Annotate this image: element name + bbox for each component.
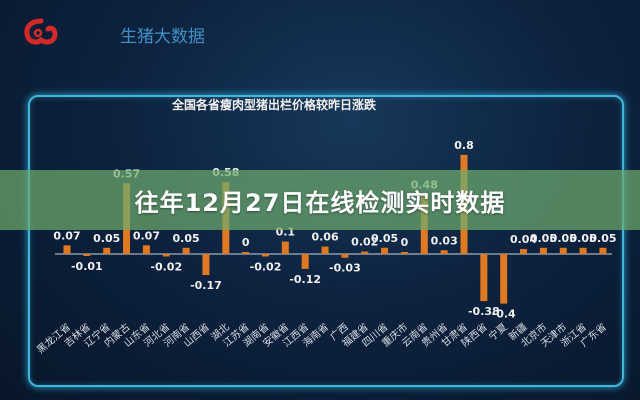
data-label: 0.05 — [589, 232, 616, 245]
data-label: 0.05 — [570, 232, 597, 245]
bar — [480, 254, 488, 302]
data-label: -0.17 — [190, 279, 222, 292]
data-label: 0.07 — [53, 229, 80, 242]
bar — [440, 250, 448, 254]
chart-panel — [28, 95, 624, 387]
bar — [182, 247, 190, 254]
data-label: -0.38 — [468, 305, 500, 318]
bar — [500, 254, 508, 304]
data-label: -0.12 — [289, 273, 321, 286]
bar — [281, 241, 289, 254]
data-label: 0.05 — [550, 232, 577, 245]
bar — [341, 254, 349, 258]
data-label: 0 — [401, 236, 409, 249]
data-label: 0.04 — [510, 233, 537, 246]
data-label: -0.01 — [71, 260, 103, 273]
data-label: 0.03 — [431, 234, 458, 247]
bar — [400, 252, 408, 254]
bar — [539, 247, 547, 254]
data-label: -0.02 — [150, 260, 182, 273]
data-label: -0.02 — [250, 260, 282, 273]
bar — [63, 245, 71, 254]
data-label: 0 — [242, 236, 250, 249]
brand-title: 生猪大数据 — [120, 27, 205, 47]
bar — [162, 254, 170, 257]
bar — [142, 245, 150, 254]
data-label: 0.05 — [173, 232, 200, 245]
bar — [262, 254, 269, 257]
bar — [301, 254, 309, 269]
bar — [520, 249, 528, 254]
bar — [83, 254, 91, 256]
bar — [361, 251, 369, 254]
chart-title: 全国各省瘦肉型猪出栏价格较昨日涨跌 — [172, 98, 377, 112]
data-label: 0.05 — [530, 232, 557, 245]
bar — [202, 254, 210, 276]
data-label: 0.07 — [133, 229, 160, 242]
category-label: 宁夏 — [486, 320, 510, 343]
bar — [321, 246, 329, 254]
data-label: 0.05 — [93, 232, 120, 245]
bar — [103, 247, 111, 254]
data-label: 0.8 — [454, 139, 474, 152]
data-label: -0.4 — [492, 308, 516, 321]
overlay-banner: 往年12月27日在线检测实时数据 — [0, 170, 640, 230]
banner-text: 往年12月27日在线检测实时数据 — [134, 188, 506, 217]
bar — [242, 252, 250, 254]
bar — [599, 247, 607, 254]
data-label: 0.06 — [311, 231, 338, 244]
data-label: 0.02 — [351, 236, 378, 249]
bar — [579, 247, 587, 254]
bar — [381, 247, 389, 254]
logo-icon — [24, 18, 58, 45]
data-label: 0.05 — [371, 232, 398, 245]
data-label: -0.03 — [329, 262, 361, 275]
bar — [559, 247, 567, 254]
